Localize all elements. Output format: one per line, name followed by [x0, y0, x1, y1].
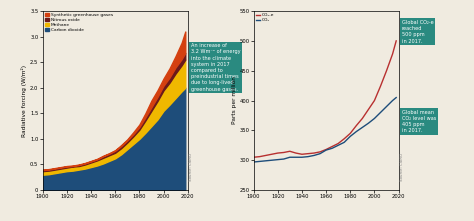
Text: Source: CSIRO: Source: CSIRO — [400, 153, 404, 181]
Text: Global CO₂-e
reached
500 ppm
in 2017.: Global CO₂-e reached 500 ppm in 2017. — [402, 20, 434, 44]
Y-axis label: Parts per million: Parts per million — [231, 77, 237, 124]
Text: Source: CSIRO: Source: CSIRO — [189, 153, 193, 181]
Text: An increase of
3.2 Wm⁻² of energy
into the climate
system in 2017
compared to
pr: An increase of 3.2 Wm⁻² of energy into t… — [191, 43, 241, 92]
Legend: CO₂-e, CO₂: CO₂-e, CO₂ — [255, 12, 275, 23]
Y-axis label: Radiative forcing (W/m²): Radiative forcing (W/m²) — [21, 65, 27, 137]
Legend: Synthetic greenhouse gases, Nitrous oxide, Methane, Carbon dioxide: Synthetic greenhouse gases, Nitrous oxid… — [44, 12, 114, 33]
Text: Global mean
CO₂ level was
405 ppm
in 2017.: Global mean CO₂ level was 405 ppm in 201… — [402, 109, 436, 133]
